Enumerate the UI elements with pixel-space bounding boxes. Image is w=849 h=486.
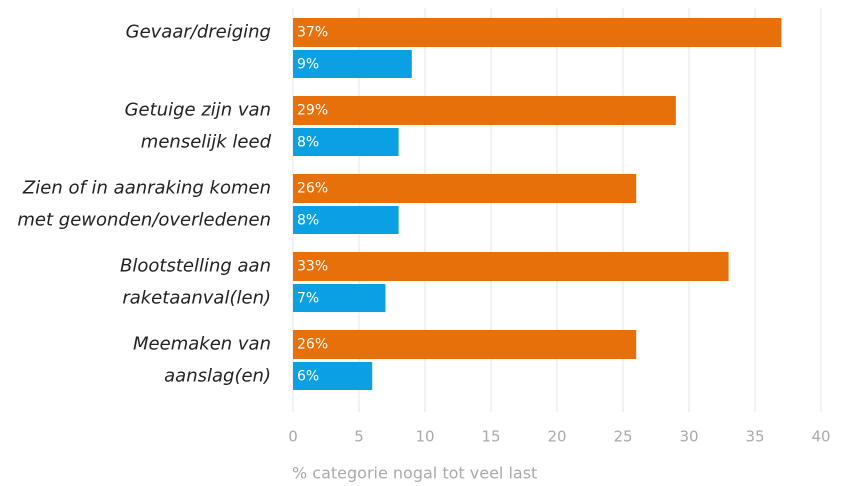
x-tick-label: 15	[481, 428, 500, 446]
bar	[293, 128, 399, 156]
bar	[293, 284, 386, 312]
value-label: 33%	[297, 259, 328, 275]
category-label: Gevaar/dreiging	[126, 22, 271, 43]
value-label: 9%	[297, 57, 319, 73]
bar	[293, 206, 399, 234]
bar	[293, 174, 637, 203]
value-label: 7%	[297, 291, 319, 307]
category-label: Meemaken van	[133, 334, 271, 355]
bar	[293, 96, 676, 125]
value-label: 37%	[297, 25, 328, 41]
x-tick-label: 5	[354, 428, 364, 446]
x-tick-label: 10	[415, 428, 434, 446]
category-label: Blootstelling aan	[120, 256, 271, 277]
value-label: 6%	[297, 369, 319, 385]
category-label: Getuige zijn van	[125, 100, 271, 121]
bar	[293, 330, 637, 359]
value-label: 26%	[297, 337, 328, 353]
bar	[293, 362, 373, 390]
category-label: met gewonden/overledenen	[17, 210, 271, 231]
bar	[293, 18, 782, 47]
x-tick-label: 25	[613, 428, 632, 446]
x-tick-label: 35	[745, 428, 764, 446]
x-tick-label: 30	[679, 428, 698, 446]
x-tick-label: 0	[288, 428, 298, 446]
value-label: 8%	[297, 213, 319, 229]
x-tick-label: 40	[811, 428, 830, 446]
value-label: 29%	[297, 103, 328, 119]
category-label: aanslag(en)	[164, 366, 271, 387]
x-tick-label: 20	[547, 428, 566, 446]
bar	[293, 252, 729, 281]
bar	[293, 50, 412, 78]
category-label: Zien of in aanraking komen	[22, 178, 271, 199]
x-axis-label: % categorie nogal tot veel last	[292, 464, 537, 483]
value-label: 8%	[297, 135, 319, 151]
value-label: 26%	[297, 181, 328, 197]
category-label: menselijk leed	[141, 132, 272, 153]
category-label: raketaanval(len)	[122, 288, 271, 309]
